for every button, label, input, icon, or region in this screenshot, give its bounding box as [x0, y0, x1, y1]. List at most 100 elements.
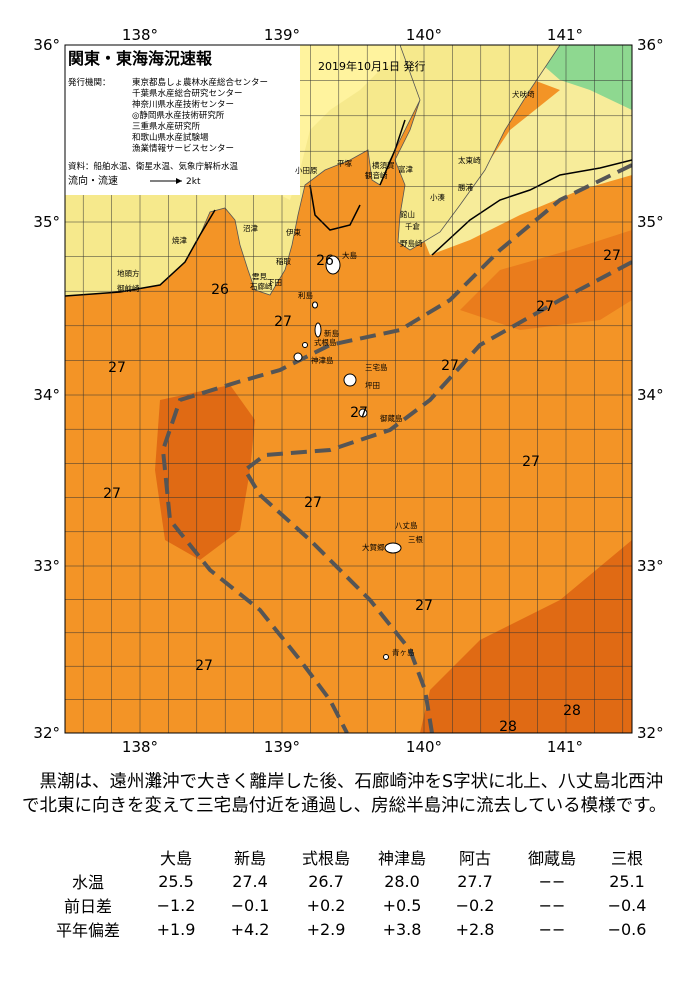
contour-label: 27: [103, 486, 121, 502]
longitude-label: 139°: [264, 26, 300, 44]
contour-label: 27: [274, 314, 292, 330]
flow-label: 流向・流速: [68, 174, 118, 187]
place-name: 坪田: [365, 381, 380, 390]
table-header: 大島 新島 式根島 神津島 阿古 御蔵島 三根: [38, 845, 662, 869]
place-name: 新島: [324, 328, 339, 338]
place-name: 青ヶ島: [392, 647, 415, 657]
corner: [38, 845, 138, 869]
place-name: 犬吠埼: [512, 89, 535, 99]
place-name: 石廊崎: [250, 281, 273, 291]
latitude-label: 36°: [33, 36, 60, 54]
column-header: 新島: [233, 849, 266, 868]
issuer-label: 発行機関：: [68, 77, 111, 88]
table-cell: −0.1: [230, 895, 270, 915]
place-name: 観音崎: [365, 170, 388, 180]
warm-water: [420, 540, 632, 733]
longitude-label: 140°: [406, 738, 442, 756]
place-name: 勝浦: [458, 182, 473, 192]
cold-water: [420, 45, 632, 255]
row-label: 平年偏差: [55, 921, 120, 940]
isotherm: [309, 119, 632, 256]
place-name: 稲取: [276, 256, 291, 266]
latitude-label: 32°: [637, 724, 664, 742]
table-cell: +4.2: [230, 919, 270, 939]
table-cell: +0.5: [382, 895, 422, 915]
column-header: 神津島: [377, 849, 426, 868]
issuer: 千葉県水産総合研究センター: [132, 88, 243, 99]
map-body: [65, 45, 632, 733]
contour-label: 28: [499, 719, 517, 735]
island: [383, 654, 389, 660]
observation-table: 大島 新島 式根島 神津島 阿古 御蔵島 三根 水温 25.5 27.4 26.7 28.0 27.7 −…: [38, 845, 662, 941]
row-label: 水温: [71, 873, 104, 892]
warm-water: [155, 385, 255, 560]
place-name: 大島: [342, 250, 357, 260]
table-cell: +1.9: [156, 919, 196, 939]
column-header: 大島: [159, 849, 192, 868]
table-cell: −1.2: [156, 895, 196, 915]
issuer: ◎静岡県水産技術研究所: [132, 110, 225, 121]
column-header: 阿古: [458, 849, 491, 868]
table-cell: +3.8: [382, 919, 422, 939]
table-cell: 26.7: [308, 871, 344, 891]
contour-label: 27: [415, 598, 433, 614]
place-name: 小湊: [430, 192, 445, 202]
place-name: 雲見: [252, 272, 267, 281]
place-name: 横須賀: [372, 160, 395, 170]
island: [358, 408, 368, 418]
latitude-label: 34°: [637, 386, 664, 404]
place-name: 伊東: [286, 227, 301, 237]
issuer: 神奈川県水産技術センター: [132, 99, 234, 110]
longitude-label: 141°: [547, 738, 583, 756]
table-cell: −0.2: [455, 895, 495, 915]
contour-label: 27: [603, 248, 621, 264]
contour-label: 27: [441, 358, 459, 374]
table-row: 前日差 −1.2 −0.1 +0.2 +0.5 −0.2 −− −0.4: [38, 893, 662, 917]
contour-label: 27: [108, 360, 126, 376]
table-cell: 25.5: [158, 871, 194, 891]
island: [293, 352, 303, 362]
table-cell: 25.1: [609, 871, 645, 891]
place-name: 下田: [267, 278, 282, 287]
contour-label: 28: [563, 703, 581, 719]
place-name: 千倉: [405, 221, 420, 231]
place-name: 御前崎: [117, 283, 140, 293]
header-box: [65, 45, 300, 195]
column-header: 御蔵島: [527, 849, 576, 868]
latitude-label: 32°: [33, 724, 60, 742]
place-name: 野島崎: [400, 238, 423, 248]
longitude-label: 138°: [122, 26, 158, 44]
warm-water: [460, 230, 632, 330]
summary: 黒潮は、遠州灘沖で大きく離岸した後、石廊崎沖をS字状に北上、八丈島北西沖で北東に…: [22, 772, 667, 816]
place-name: 大賀郷: [362, 542, 385, 552]
contour-label: 27: [536, 299, 554, 315]
map-title: 関東・東海海況速報: [68, 49, 213, 68]
table-cell: 27.4: [232, 871, 268, 891]
island: [343, 373, 357, 387]
place-name: 太東崎: [458, 155, 481, 165]
place-name: 利島: [298, 290, 313, 300]
place-name: 小田原: [295, 166, 318, 175]
land: [394, 45, 561, 251]
place-name: 沼津: [243, 224, 258, 233]
place-name: 地頭方: [117, 268, 140, 278]
column-header: 三根: [610, 849, 643, 868]
place-name: 神津島: [311, 355, 334, 365]
latitude-label: 35°: [33, 213, 60, 231]
place-name: 三根: [408, 534, 423, 544]
contour-label: 27: [304, 495, 322, 511]
longitude-label: 138°: [122, 738, 158, 756]
row-label: 前日差: [63, 897, 112, 916]
table-cell: −0.4: [607, 895, 647, 915]
table-cell: −−: [538, 919, 566, 939]
longitude-label: 140°: [406, 26, 442, 44]
table-cell: −−: [538, 871, 566, 891]
place-name: 富津: [398, 164, 413, 174]
place-name: 八丈島: [395, 520, 418, 530]
islands: [293, 255, 402, 660]
sources: 資料：船舶水温、衛星水温、気象庁解析水温: [68, 161, 239, 172]
table-cell: +0.2: [306, 895, 346, 915]
column-header: 式根島: [301, 849, 350, 868]
place-name: 御蔵島: [380, 413, 403, 423]
